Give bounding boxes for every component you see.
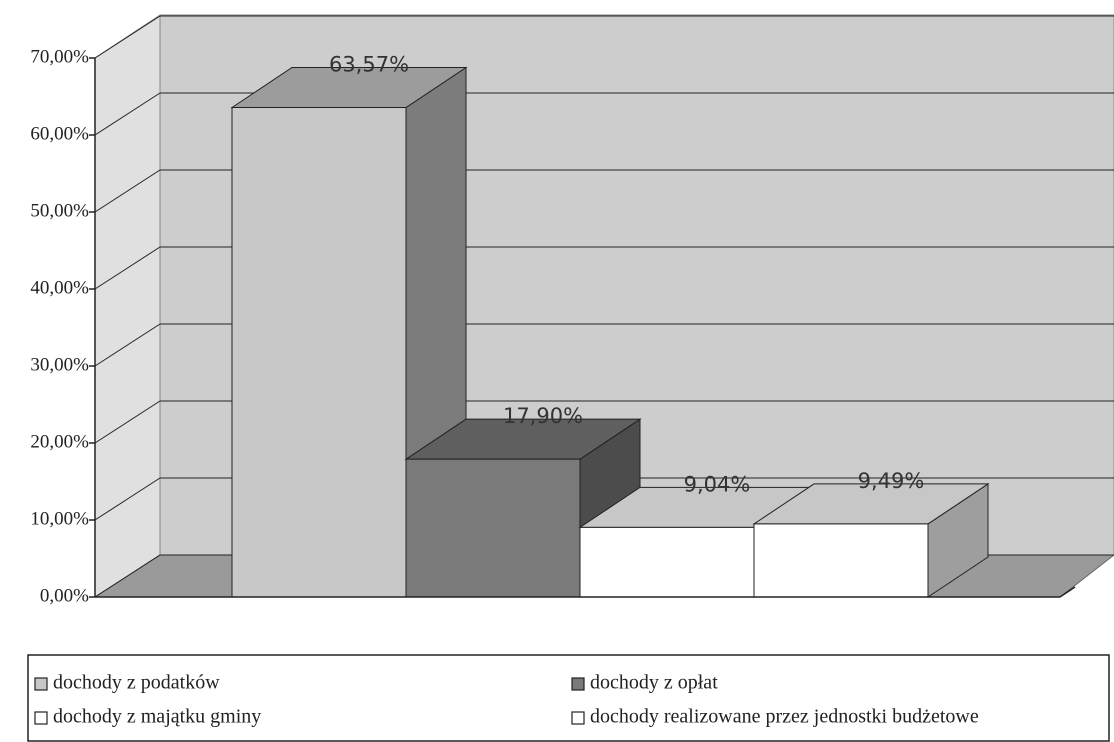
legend-swatch [571, 677, 585, 691]
y-tick-label: 40,00% [30, 277, 89, 298]
grid-line-side [94, 169, 161, 213]
bar-front [231, 107, 407, 598]
bars [230, 66, 990, 598]
grid-line-side [94, 554, 161, 598]
value-label: 9,49% [858, 469, 925, 493]
y-tick-label: 30,00% [30, 354, 89, 375]
legend-label: dochody z majątku gminy [53, 706, 261, 728]
x-axis-end [1059, 586, 1076, 598]
y-tick-label: 20,00% [30, 431, 89, 452]
legend-swatch [34, 711, 48, 725]
bar-front [579, 526, 755, 598]
grid-line-side [94, 92, 161, 136]
bar-front [405, 458, 581, 598]
bar [752, 482, 990, 598]
legend-label: dochody z podatków [53, 672, 220, 694]
value-label: 17,90% [503, 404, 583, 428]
y-tick-label: 10,00% [30, 508, 89, 529]
value-label: 9,04% [684, 472, 751, 496]
grid-line-side [94, 15, 161, 59]
legend-label: dochody realizowane przez jednostki budż… [590, 706, 979, 728]
legend-swatch [571, 711, 585, 725]
grid-line-side [94, 477, 161, 521]
legend-items: dochody z podatków dochody z opłat dochody… [34, 672, 979, 728]
grid-line-side [94, 323, 161, 367]
y-tick-label: 70,00% [30, 46, 89, 67]
value-label: 63,57% [329, 53, 409, 77]
y-tick-label: 0,00% [40, 585, 89, 606]
y-tick-label: 50,00% [30, 200, 89, 221]
legend-label: dochody z opłat [590, 672, 718, 694]
bar-front [753, 523, 929, 598]
left-wall [94, 14, 161, 598]
grid-line-side [94, 246, 161, 290]
grid-line-side [94, 400, 161, 444]
legend-swatch [34, 677, 48, 691]
legend [27, 654, 1110, 742]
y-tick-label: 60,00% [30, 123, 89, 144]
